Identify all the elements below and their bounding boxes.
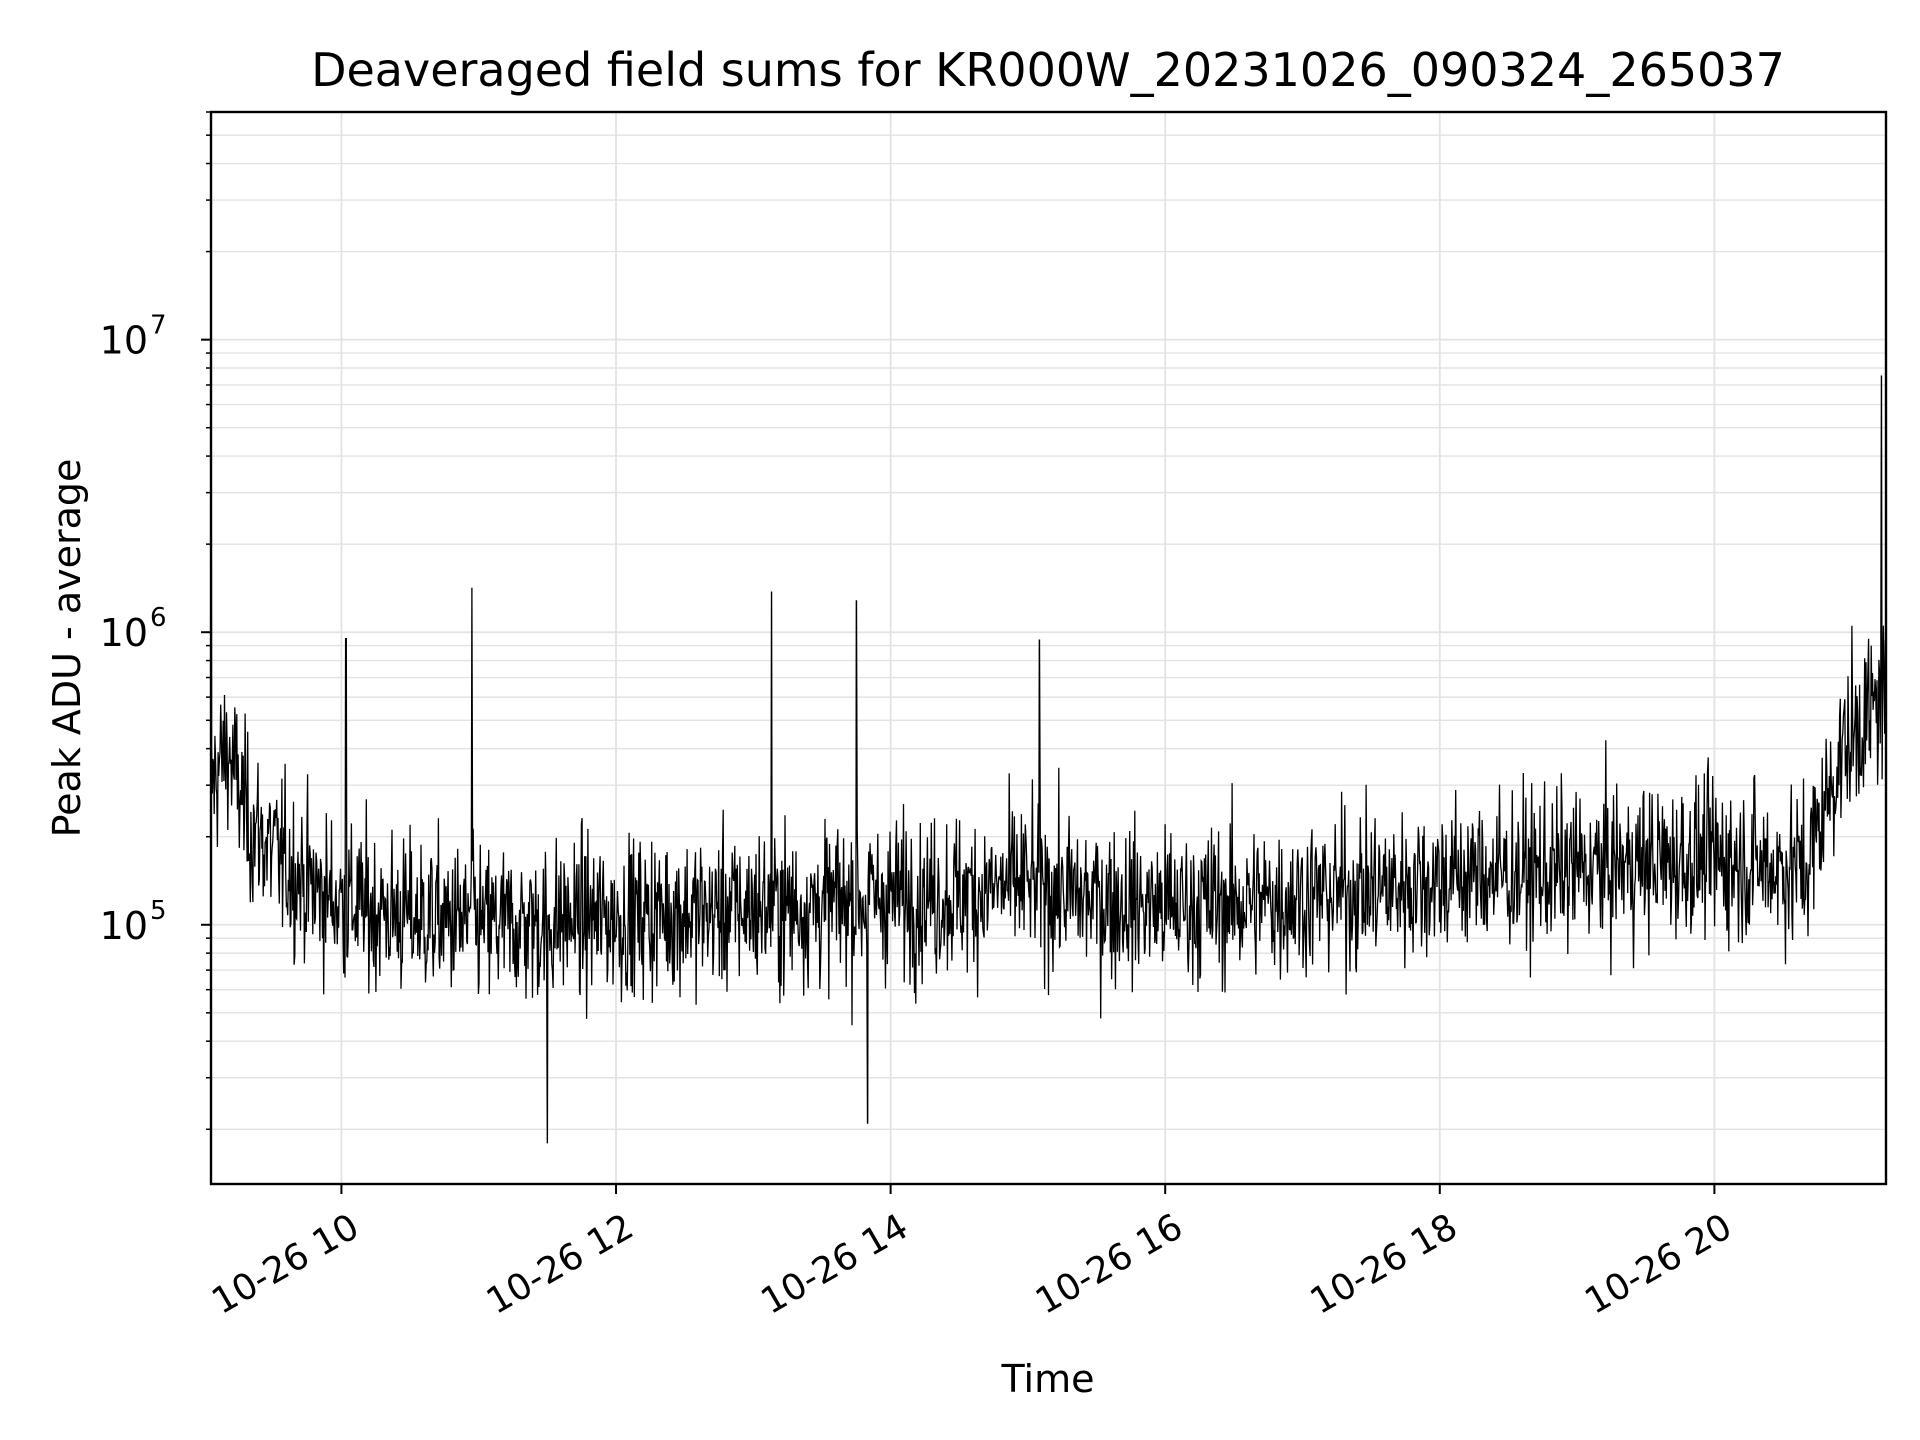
chart-title: Deaveraged field sums for KR000W_2023102… [311,43,1785,97]
series-line [210,163,1887,1144]
y-tick-exponent: 6 [150,603,167,633]
y-tick-exponent: 7 [150,311,167,341]
y-axis-label: Peak ADU - average [45,459,89,838]
y-tick-label: 10 [100,611,148,655]
series-line-path [210,163,1887,1144]
x-axis-label: Time [1001,1357,1095,1401]
y-tick-label: 10 [100,319,148,363]
y-tick-label: 10 [100,904,148,948]
y-tick-exponent: 5 [150,896,167,926]
plot-frame [209,110,1888,1186]
